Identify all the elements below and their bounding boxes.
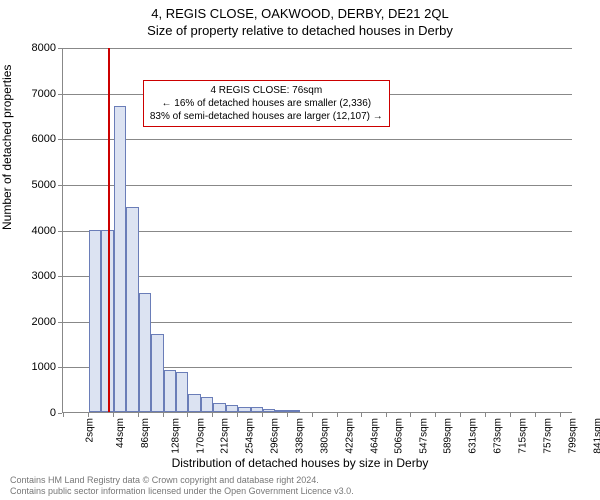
histogram-bar	[288, 410, 300, 412]
xtick-label: 464sqm	[369, 418, 380, 454]
annotation-box: 4 REGIS CLOSE: 76sqm← 16% of detached ho…	[143, 80, 390, 127]
xtick-label: 380sqm	[319, 418, 330, 454]
gridline	[63, 185, 572, 186]
chart-plot-area: 4 REGIS CLOSE: 76sqm← 16% of detached ho…	[62, 48, 572, 413]
xtick-label: 212sqm	[220, 418, 231, 454]
xtick-mark	[312, 413, 313, 417]
xtick-mark	[138, 413, 139, 417]
xtick-label: 170sqm	[195, 418, 206, 454]
ytick-label: 4000	[16, 225, 56, 237]
xtick-mark	[88, 413, 89, 417]
ytick-label: 7000	[16, 88, 56, 100]
histogram-bar	[126, 207, 138, 412]
histogram-bar	[251, 407, 263, 412]
histogram-bar	[89, 230, 101, 412]
ytick-mark	[58, 413, 62, 414]
xtick-label: 506sqm	[394, 418, 405, 454]
histogram-bar	[238, 407, 250, 412]
annotation-line2: ← 16% of detached houses are smaller (2,…	[150, 97, 383, 110]
ytick-label: 3000	[16, 270, 56, 282]
ytick-label: 5000	[16, 179, 56, 191]
ytick-mark	[58, 185, 62, 186]
xtick-mark	[113, 413, 114, 417]
xtick-label: 338sqm	[295, 418, 306, 454]
xtick-mark	[535, 413, 536, 417]
ytick-label: 0	[16, 407, 56, 419]
gridline	[63, 276, 572, 277]
ytick-mark	[58, 48, 62, 49]
xtick-label: 86sqm	[140, 418, 151, 448]
ytick-label: 1000	[16, 361, 56, 373]
xtick-mark	[337, 413, 338, 417]
xtick-label: 715sqm	[518, 418, 529, 454]
xtick-label: 128sqm	[170, 418, 181, 454]
property-marker-line	[108, 48, 110, 412]
annotation-line1: 4 REGIS CLOSE: 76sqm	[150, 84, 383, 97]
histogram-bar	[114, 106, 126, 412]
histogram-bar	[188, 394, 200, 412]
xtick-mark	[287, 413, 288, 417]
footer-attribution: Contains HM Land Registry data © Crown c…	[10, 475, 354, 497]
y-axis-label: Number of detached properties	[0, 65, 14, 230]
ytick-label: 8000	[16, 42, 56, 54]
ytick-mark	[58, 139, 62, 140]
xtick-label: 422sqm	[344, 418, 355, 454]
xtick-label: 547sqm	[418, 418, 429, 454]
xtick-mark	[435, 413, 436, 417]
ytick-mark	[58, 231, 62, 232]
chart-title-line1: 4, REGIS CLOSE, OAKWOOD, DERBY, DE21 2QL	[0, 0, 600, 21]
x-axis-label: Distribution of detached houses by size …	[0, 456, 600, 470]
chart-title-line2: Size of property relative to detached ho…	[0, 21, 600, 38]
xtick-label: 631sqm	[468, 418, 479, 454]
xtick-mark	[560, 413, 561, 417]
histogram-bar	[263, 409, 275, 412]
xtick-label: 841sqm	[592, 418, 600, 454]
xtick-mark	[510, 413, 511, 417]
xtick-label: 44sqm	[115, 418, 126, 448]
xtick-mark	[386, 413, 387, 417]
xtick-mark	[361, 413, 362, 417]
histogram-bar	[176, 372, 188, 412]
ytick-label: 2000	[16, 316, 56, 328]
xtick-label: 799sqm	[567, 418, 578, 454]
gridline	[63, 231, 572, 232]
ytick-mark	[58, 276, 62, 277]
xtick-label: 296sqm	[270, 418, 281, 454]
xtick-mark	[63, 413, 64, 417]
xtick-label: 589sqm	[443, 418, 454, 454]
xtick-mark	[212, 413, 213, 417]
xtick-mark	[410, 413, 411, 417]
histogram-bar	[164, 370, 176, 412]
footer-line2: Contains public sector information licen…	[10, 486, 354, 497]
annotation-line3: 83% of semi-detached houses are larger (…	[150, 110, 383, 123]
ytick-mark	[58, 322, 62, 323]
histogram-bar	[213, 403, 225, 412]
xtick-mark	[262, 413, 263, 417]
xtick-label: 2sqm	[85, 418, 96, 442]
xtick-label: 673sqm	[493, 418, 504, 454]
ytick-mark	[58, 367, 62, 368]
ytick-mark	[58, 94, 62, 95]
histogram-bar	[201, 397, 213, 412]
histogram-bar	[275, 410, 287, 412]
ytick-label: 6000	[16, 133, 56, 145]
xtick-label: 757sqm	[542, 418, 553, 454]
xtick-mark	[485, 413, 486, 417]
xtick-mark	[237, 413, 238, 417]
xtick-mark	[163, 413, 164, 417]
footer-line1: Contains HM Land Registry data © Crown c…	[10, 475, 354, 486]
histogram-bar	[226, 405, 238, 412]
histogram-bar	[139, 293, 151, 412]
xtick-label: 254sqm	[245, 418, 256, 454]
gridline	[63, 139, 572, 140]
gridline	[63, 48, 572, 49]
xtick-mark	[187, 413, 188, 417]
xtick-mark	[460, 413, 461, 417]
histogram-bar	[151, 334, 163, 412]
